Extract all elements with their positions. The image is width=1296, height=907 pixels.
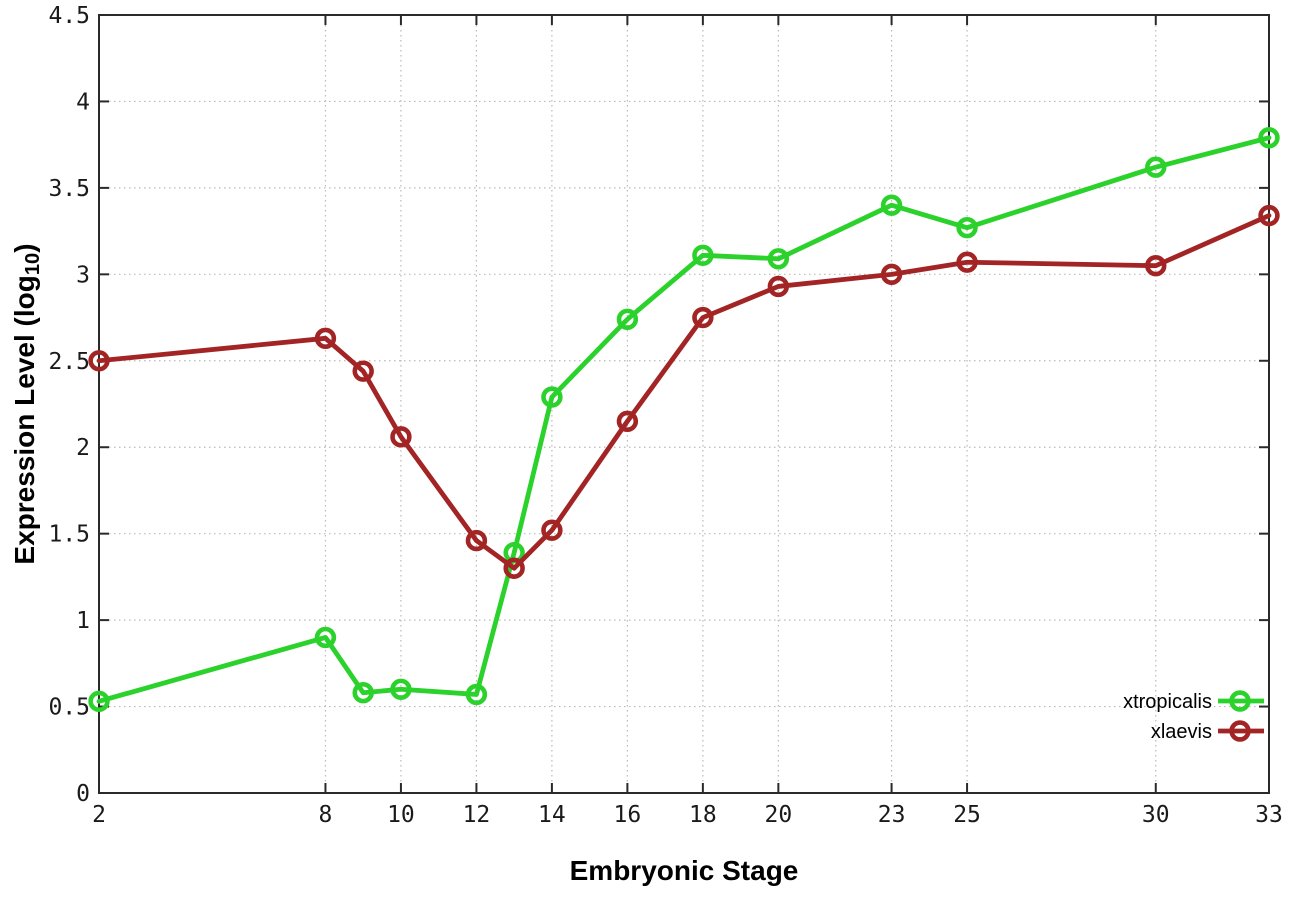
y-tick-label: 0 xyxy=(76,781,90,807)
data-point-xtropicalis xyxy=(692,244,714,267)
x-tick-label: 33 xyxy=(1255,802,1283,828)
x-tick-label: 8 xyxy=(319,802,333,828)
data-point-xtropicalis xyxy=(616,308,639,330)
data-point-xlaevis xyxy=(1258,204,1280,227)
data-point-xlaevis xyxy=(465,529,488,552)
data-point-xlaevis xyxy=(1145,254,1167,277)
data-point-xtropicalis xyxy=(767,248,790,270)
data-point-xtropicalis xyxy=(352,682,374,704)
legend-sample-xtropicalis xyxy=(1218,690,1264,712)
data-point-xlaevis xyxy=(314,327,337,350)
y-axis-title: Expression Level (log10) xyxy=(9,243,45,564)
y-tick-label: 1.5 xyxy=(48,522,90,548)
y-axis-title-subscript: 10 xyxy=(22,252,45,276)
data-point-xlaevis xyxy=(390,426,412,448)
data-point-xlaevis xyxy=(956,251,978,273)
y-tick-label: 3 xyxy=(76,262,90,288)
y-tick-label: 1 xyxy=(76,608,90,634)
y-tick-label: 3.5 xyxy=(48,176,90,202)
data-point-xlaevis xyxy=(767,275,790,298)
data-point-xtropicalis xyxy=(314,626,337,649)
x-tick-label: 30 xyxy=(1142,802,1170,828)
x-tick-label: 10 xyxy=(387,802,415,828)
data-point-xtropicalis xyxy=(88,690,110,713)
x-tick-label: 16 xyxy=(614,802,642,828)
data-point-xtropicalis xyxy=(541,386,563,408)
y-axis-title-main: Expression Level (log xyxy=(8,275,40,565)
data-point-xlaevis xyxy=(503,557,525,579)
x-tick-label: 2 xyxy=(92,802,106,828)
tick-labels: 2 8 10 12 14 16 18 20 23 25 30 33 0 0.5 1 1.5 2 2.5 3 3.5 4 4… xyxy=(48,3,1282,828)
data-point-xtropicalis xyxy=(390,678,412,700)
axis-border xyxy=(98,14,1270,794)
x-tick-label: 18 xyxy=(689,802,717,828)
x-tick-label: 12 xyxy=(463,802,491,828)
y-tick-label: 4.5 xyxy=(48,3,90,29)
x-tick-label: 14 xyxy=(538,802,566,828)
data-point-xlaevis xyxy=(880,263,903,286)
x-tick-label: 20 xyxy=(765,802,793,828)
data-point-xtropicalis xyxy=(956,216,978,239)
data-point-xlaevis xyxy=(692,306,714,329)
series-xlaevis xyxy=(88,204,1280,579)
legend-marker-icon xyxy=(1229,720,1251,742)
legend-label-xlaevis: xlaevis xyxy=(1150,721,1212,743)
y-tick-label: 0.5 xyxy=(48,695,90,721)
data-point-xlaevis xyxy=(541,519,563,541)
data-point-xtropicalis xyxy=(465,683,488,706)
x-tick-label: 23 xyxy=(878,802,906,828)
data-point-xlaevis xyxy=(88,350,110,372)
y-tick-label: 4 xyxy=(76,89,90,115)
legend-label-xtropicalis: xtropicalis xyxy=(1123,691,1212,713)
y-axis-title-close: ) xyxy=(8,243,40,253)
data-point-xtropicalis xyxy=(880,194,903,216)
data-point-xlaevis xyxy=(616,410,639,432)
series-line-xlaevis xyxy=(96,213,1272,571)
data-point-xlaevis xyxy=(352,360,374,382)
gridlines xyxy=(99,15,1269,793)
series-xtropicalis xyxy=(88,127,1280,713)
legend-marker-icon xyxy=(1229,690,1251,712)
x-axis-title: Embryonic Stage xyxy=(569,855,799,886)
data-point-xtropicalis xyxy=(1258,127,1280,149)
data-point-xtropicalis xyxy=(1145,156,1167,178)
y-tick-label: 2.5 xyxy=(48,349,90,375)
y-tick-label: 2 xyxy=(76,435,90,461)
legend-sample-xlaevis xyxy=(1218,720,1264,742)
x-tick-label: 25 xyxy=(953,802,981,828)
series-line-xtropicalis xyxy=(96,135,1272,704)
